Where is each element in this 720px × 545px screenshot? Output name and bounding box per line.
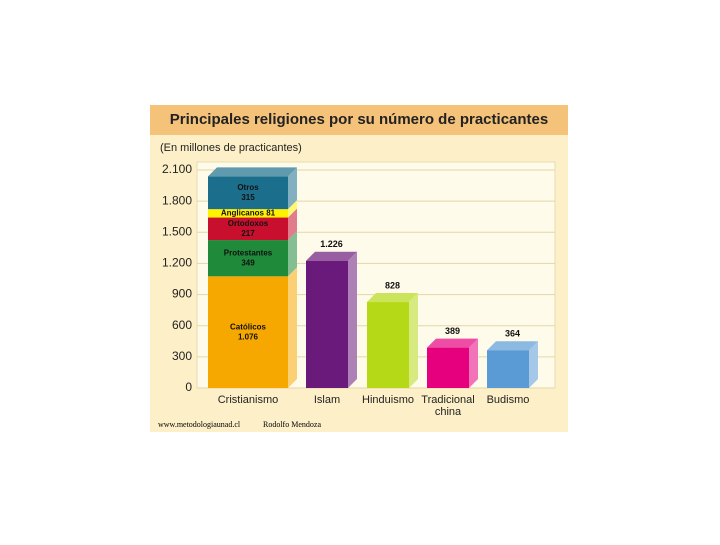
bar-side <box>288 208 297 241</box>
footer-author: Rodolfo Mendoza <box>263 420 321 429</box>
bar <box>208 176 288 210</box>
bar-top <box>427 338 478 348</box>
bar-top <box>306 251 357 261</box>
bar <box>208 209 288 218</box>
bar <box>487 350 529 388</box>
y-tick-label: 2.100 <box>162 162 192 176</box>
x-tick-label-line: china <box>435 406 462 418</box>
value-label: 828 <box>385 280 400 290</box>
bar-side <box>288 167 297 210</box>
bar-side <box>288 231 297 277</box>
segment-name: Otros <box>237 183 259 192</box>
bar <box>427 347 469 388</box>
bar-side <box>529 341 538 388</box>
x-tick-label: Tradicional china <box>421 394 474 418</box>
bar-side <box>409 293 418 388</box>
segment-name: Ortodoxos <box>228 219 269 228</box>
segment-value: 1.076 <box>238 332 259 341</box>
y-tick-label: 1.200 <box>162 256 192 270</box>
y-tick-label: 600 <box>172 318 192 332</box>
bar <box>367 302 409 388</box>
bar-side <box>288 267 297 388</box>
segment-value: 315 <box>241 193 255 202</box>
title-band <box>150 105 568 135</box>
bar <box>208 276 288 388</box>
chart-title: Principales religiones por su número de … <box>170 111 548 128</box>
bar-side <box>348 251 357 388</box>
chart-subtitle: (En millones de practicantes) <box>160 142 302 154</box>
x-tick-label: Cristianismo <box>218 394 279 406</box>
value-label: 364 <box>505 329 520 339</box>
segment-label: Anglicanos 81 <box>221 208 276 217</box>
bar-top <box>208 167 297 177</box>
bar-top <box>487 341 538 351</box>
y-tick-label: 1.500 <box>162 224 192 238</box>
value-label: 1.226 <box>320 239 343 249</box>
segment-value: 81 <box>266 208 275 217</box>
y-tick-label: 900 <box>172 287 192 301</box>
x-tick-label: Islam <box>314 394 340 406</box>
bar-top <box>367 293 418 303</box>
x-tick-label: Budismo <box>487 394 530 406</box>
x-tick-label: Hinduismo <box>362 394 414 406</box>
value-label: 389 <box>445 326 460 336</box>
y-tick-label: 300 <box>172 349 192 363</box>
footer-url: www.metodologiaunad.cl <box>158 420 241 429</box>
x-tick-label-line: Tradicional <box>421 394 474 406</box>
segment-name: Anglicanos <box>221 208 265 217</box>
bar <box>208 217 288 241</box>
y-tick-label: 1.800 <box>162 193 192 207</box>
segment-name: Católicos <box>230 322 267 331</box>
segment-name: Protestantes <box>224 248 273 257</box>
bar-side <box>288 200 297 218</box>
bar-side <box>469 338 478 388</box>
bar <box>208 240 288 277</box>
segment-value: 217 <box>241 229 255 238</box>
bar <box>306 260 348 388</box>
segment-value: 349 <box>241 258 255 267</box>
y-tick-label: 0 <box>185 380 192 394</box>
